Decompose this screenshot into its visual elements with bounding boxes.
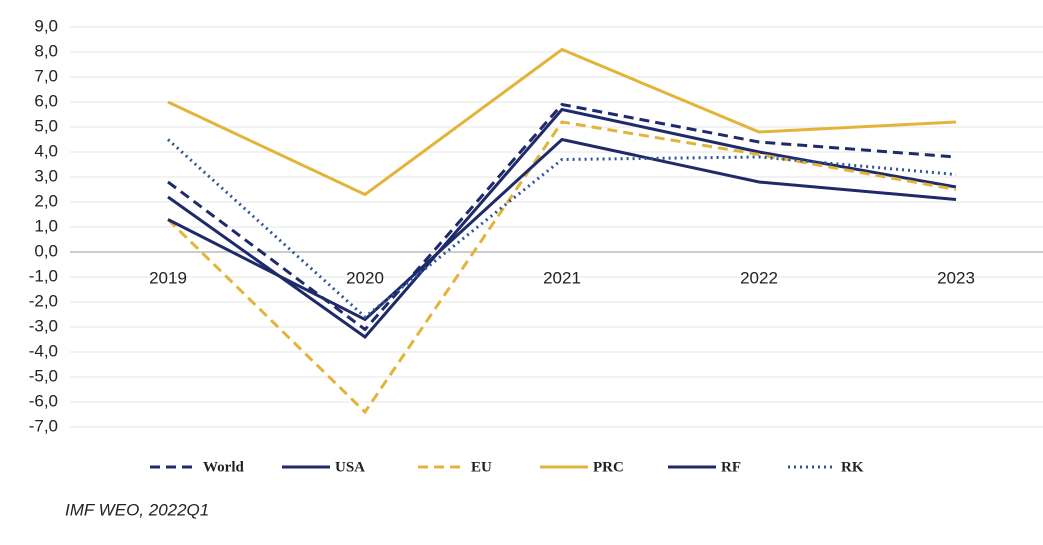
y-tick-label: -7,0	[29, 416, 58, 435]
y-tick-label: 9,0	[34, 16, 58, 35]
y-tick-label: 1,0	[34, 216, 58, 235]
legend-label: PRC	[593, 459, 624, 475]
y-tick-label: -6,0	[29, 391, 58, 410]
series-line	[166, 138, 957, 319]
legend-label: RF	[721, 459, 741, 475]
x-tick-label: 2023	[937, 268, 975, 287]
series-line	[167, 137, 957, 322]
y-tick-label: 7,0	[34, 66, 58, 85]
x-tick-label: 2020	[346, 268, 384, 287]
y-tick-label: -2,0	[29, 291, 58, 310]
legend-label: RK	[841, 459, 864, 475]
y-tick-label: 3,0	[34, 166, 58, 185]
y-tick-label: -4,0	[29, 341, 58, 360]
x-tick-label: 2019	[149, 268, 187, 287]
series-line	[167, 107, 957, 340]
y-tick-label: -1,0	[29, 266, 58, 285]
source: IMF WEO, 2022Q1	[65, 500, 209, 519]
series-line	[166, 120, 957, 415]
y-tick-label: 6,0	[34, 91, 58, 110]
y-tick-label: 8,0	[34, 41, 58, 60]
x-tick-label: 2021	[543, 268, 581, 287]
y-tick-label: 2,0	[34, 191, 58, 210]
legend-label: USA	[335, 459, 365, 475]
series-line	[167, 102, 957, 332]
y-tick-label: 0,0	[34, 241, 58, 260]
x-tick-label: 2022	[740, 268, 778, 287]
series-line	[167, 47, 957, 197]
y-tick-label: -3,0	[29, 316, 58, 335]
y-tick-label: 4,0	[34, 141, 58, 160]
legend-label: World	[203, 459, 244, 475]
legend-label: EU	[471, 459, 492, 475]
y-tick-label: -5,0	[29, 366, 58, 385]
y-tick-label: 5,0	[34, 116, 58, 135]
